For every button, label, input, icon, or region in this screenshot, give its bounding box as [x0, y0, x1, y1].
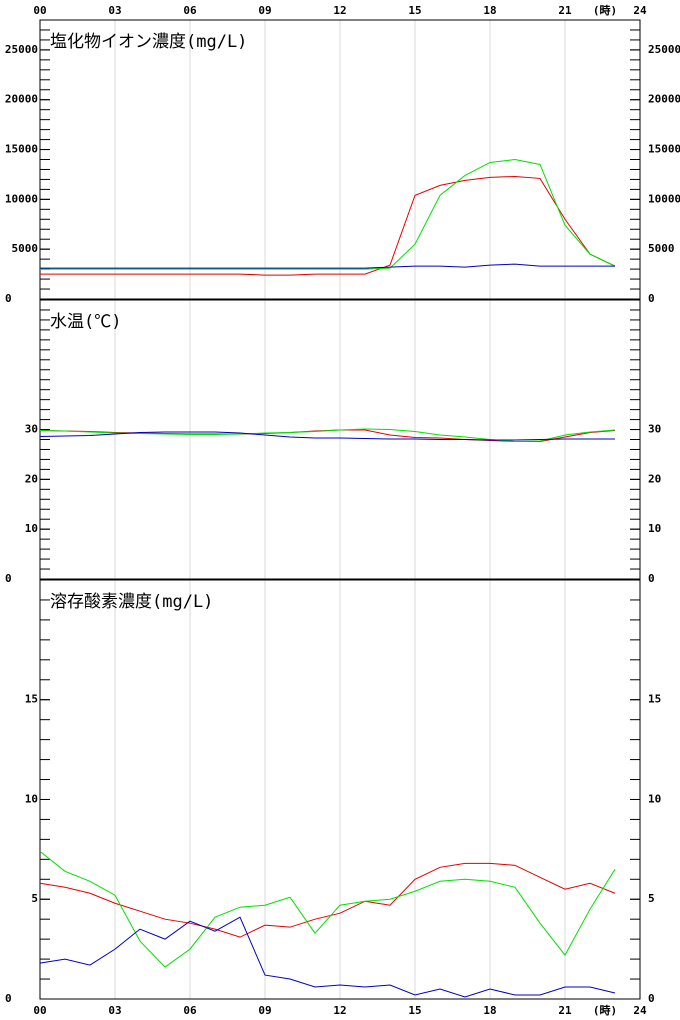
y-tick-label-right: 0 — [648, 572, 655, 585]
y-tick-label-right: 25000 — [648, 43, 680, 56]
y-tick-label-right: 10 — [648, 792, 661, 805]
y-tick-label: 0 — [5, 292, 12, 305]
y-tick-label-right: 0 — [648, 292, 655, 305]
y-tick-label: 10 — [25, 792, 38, 805]
y-tick-label-right: 30 — [648, 423, 661, 436]
y-tick-label-right: 15000 — [648, 143, 680, 156]
x-tick-label: 06 — [183, 1004, 197, 1017]
data-line — [39, 916, 616, 998]
panel-frame — [39, 299, 641, 580]
x-tick-label: 18 — [483, 4, 496, 17]
x-tick-label: 18 — [483, 1004, 496, 1017]
x-tick-label: 00 — [33, 4, 46, 17]
y-tick-label-right: 20 — [648, 472, 661, 485]
y-tick-label: 15 — [25, 693, 38, 706]
x-tick-label: 06 — [183, 4, 197, 17]
y-tick-label: 15000 — [5, 143, 38, 156]
panel-title: 溶存酸素濃度(mg/L) — [50, 592, 213, 612]
x-tick-label: 00 — [33, 1004, 46, 1017]
y-tick-label: 25000 — [5, 43, 38, 56]
y-tick-label: 20000 — [5, 93, 38, 106]
x-axis-label: (時) — [593, 1003, 617, 1017]
y-tick-label: 0 — [5, 572, 12, 585]
y-tick-label: 10 — [25, 522, 38, 535]
y-tick-label: 20 — [25, 472, 38, 485]
x-tick-label: 09 — [258, 1004, 271, 1017]
x-tick-label: 21 — [558, 1004, 572, 1017]
y-tick-label-right: 15 — [648, 693, 661, 706]
x-axis-label: (時) — [593, 3, 617, 17]
panel-frame — [39, 19, 641, 300]
x-tick-label: 12 — [333, 4, 346, 17]
data-line — [39, 862, 616, 938]
data-line — [40, 263, 615, 269]
y-tick-label-right: 5000 — [648, 242, 675, 255]
panel-frame — [39, 579, 641, 1000]
x-tick-label: 03 — [108, 1004, 121, 1017]
panel-title: 塩化物イオン濃度(mg/L) — [50, 32, 247, 52]
y-tick-label-right: 10000 — [648, 192, 680, 205]
y-tick-label: 0 — [5, 992, 12, 1005]
data-line — [39, 428, 616, 442]
y-tick-label: 30 — [25, 423, 38, 436]
y-tick-label-right: 0 — [648, 992, 655, 1005]
panel-title: 水温(℃) — [50, 312, 121, 332]
data-line — [39, 431, 615, 441]
x-tick-label: 15 — [408, 4, 421, 17]
x-tick-label: 24 — [633, 4, 647, 17]
y-tick-label-right: 10 — [648, 522, 661, 535]
y-tick-label-right: 20000 — [648, 93, 680, 106]
x-tick-label: 12 — [333, 1004, 346, 1017]
y-tick-label: 5000 — [12, 242, 39, 255]
x-tick-label: 03 — [108, 4, 121, 17]
data-line — [40, 158, 616, 270]
y-tick-label: 5 — [31, 892, 38, 905]
x-tick-label: 21 — [558, 4, 572, 17]
y-tick-label: 10000 — [5, 192, 38, 205]
data-line — [39, 850, 616, 968]
x-tick-label: 09 — [258, 4, 271, 17]
x-tick-label: 24 — [633, 1004, 647, 1017]
y-tick-label-right: 5 — [648, 892, 655, 905]
x-tick-label: 15 — [408, 1004, 421, 1017]
data-line — [40, 175, 616, 276]
